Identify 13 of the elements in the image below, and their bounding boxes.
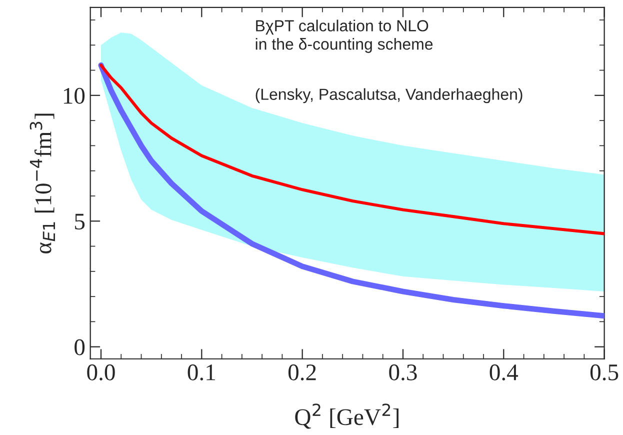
x-tick-label: 0.4 <box>490 364 518 380</box>
x-tick-label: 0.3 <box>389 364 417 380</box>
y-tick-label: 10 <box>64 88 85 104</box>
y-axis-title: α$_{E1}$ [10$^{−4}$fm$^{3}$] <box>30 114 55 254</box>
x-axis-title: Q$^{2}$ [GeV$^{2}$] <box>295 404 398 429</box>
y-tick-label: 0 <box>74 339 85 356</box>
y-tick-label: 5 <box>75 214 85 230</box>
x-tick-label: 0.5 <box>590 364 618 380</box>
annotation: (Lensky, Pascalutsa, Vanderhaeghen) <box>256 88 522 104</box>
x-tick-label: 0.1 <box>188 364 216 380</box>
annotation: BχPT calculation to NLO in the δ-counting scheme <box>256 20 433 53</box>
x-tick-label: 0.0 <box>87 364 115 380</box>
x-tick-label: 0.2 <box>288 364 316 380</box>
